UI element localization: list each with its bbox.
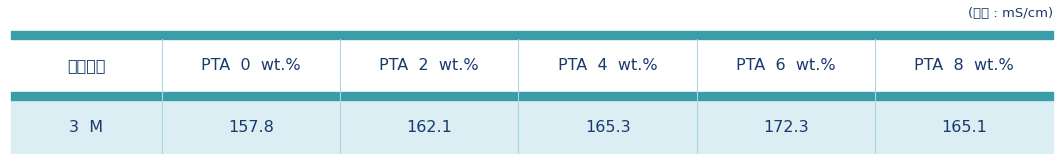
Text: 165.1: 165.1 — [942, 120, 987, 135]
Text: 황산농도: 황산농도 — [67, 58, 105, 73]
Text: (단위 : mS/cm): (단위 : mS/cm) — [968, 7, 1053, 20]
Text: 157.8: 157.8 — [228, 120, 273, 135]
Text: PTA  6  wt.%: PTA 6 wt.% — [736, 58, 835, 73]
Bar — [11, 100, 1053, 154]
Text: PTA  0  wt.%: PTA 0 wt.% — [201, 58, 301, 73]
Text: 3  M: 3 M — [69, 120, 103, 135]
Text: 165.3: 165.3 — [585, 120, 630, 135]
Text: PTA  8  wt.%: PTA 8 wt.% — [914, 58, 1014, 73]
Text: 162.1: 162.1 — [406, 120, 452, 135]
Text: PTA  2  wt.%: PTA 2 wt.% — [380, 58, 479, 73]
Text: 172.3: 172.3 — [763, 120, 809, 135]
Text: PTA  4  wt.%: PTA 4 wt.% — [558, 58, 658, 73]
Bar — [11, 92, 1053, 100]
Bar — [11, 39, 1053, 92]
Bar — [11, 31, 1053, 39]
